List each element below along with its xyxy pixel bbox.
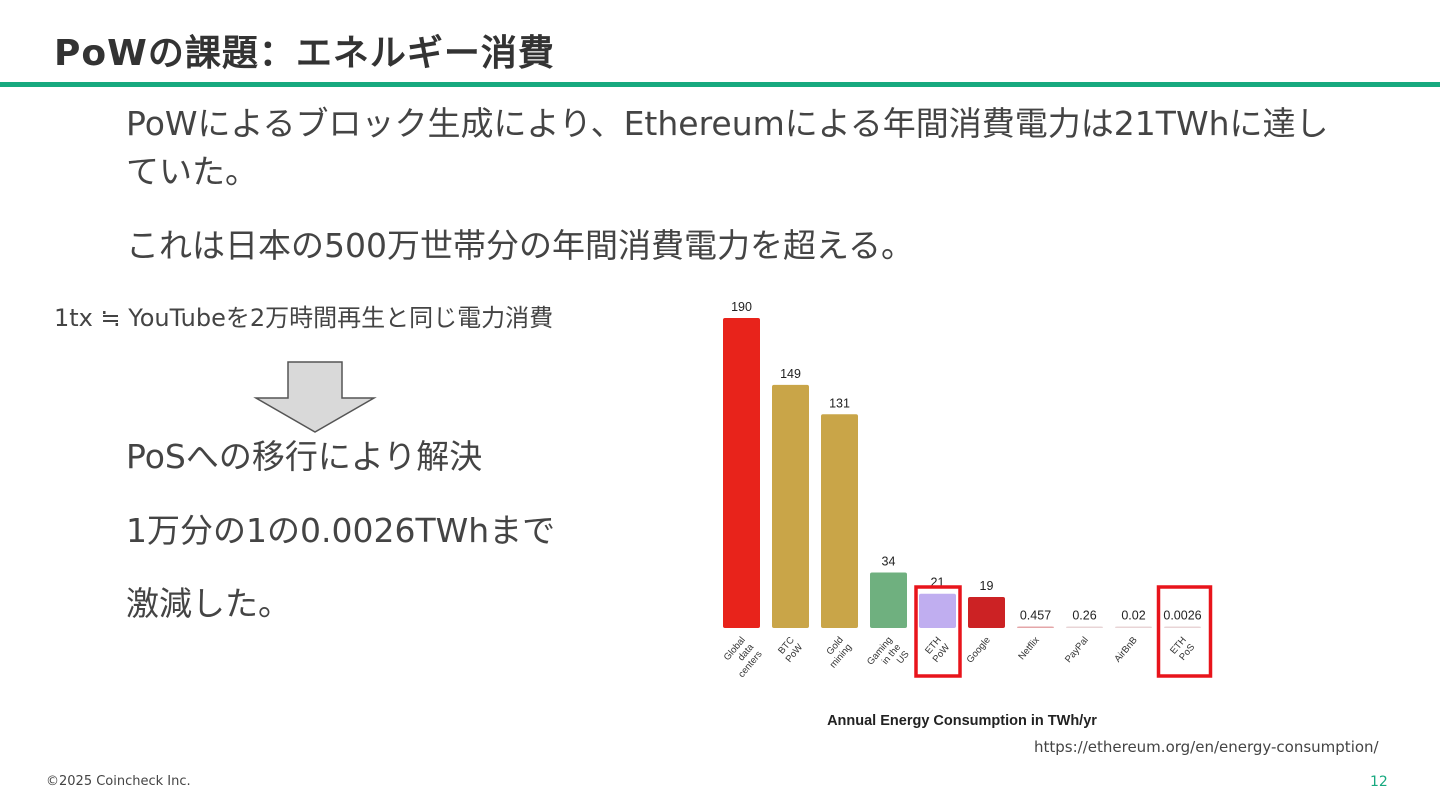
bar-9: [1164, 626, 1201, 628]
value-label-6: 0.457: [1020, 609, 1051, 623]
value-label-1: 149: [780, 367, 801, 381]
paragraph-pow-energy: PoWによるブロック生成により、Ethereumによる年間消費電力は21TWhに…: [126, 104, 1329, 191]
tick-label-7: PayPal: [1063, 635, 1091, 665]
bar-5: [968, 597, 1005, 628]
slide-title: PoWの課題：エネルギー消費: [54, 33, 555, 74]
value-label-2: 131: [829, 396, 850, 410]
highlight-box-4: [914, 585, 962, 678]
tick-label-6: Netflix: [1016, 635, 1042, 662]
bar-1: [772, 384, 809, 628]
value-label-0: 190: [731, 300, 752, 314]
tick-label-8: AirBnB: [1112, 635, 1139, 665]
result-pos-transition: PoSへの移行により解決: [126, 437, 483, 476]
bar-6: [1017, 626, 1054, 628]
tick-label-line: PayPal: [1063, 635, 1091, 665]
copyright: ©2025 Coincheck Inc.: [46, 774, 191, 789]
value-label-3: 34: [882, 555, 896, 569]
value-label-7: 0.26: [1072, 609, 1096, 623]
transaction-equivalence: 1tx ≒ YouTubeを2万時間再生と同じ電力消費: [54, 304, 554, 332]
bar-0: [723, 318, 760, 628]
page-number: 12: [1370, 774, 1388, 790]
value-label-5: 19: [980, 579, 994, 593]
source-url[interactable]: https://ethereum.org/en/energy-consumpti…: [1034, 738, 1379, 756]
bar-2: [821, 414, 858, 628]
bar-7: [1066, 626, 1103, 628]
result-conclusion: 激減した。: [126, 584, 291, 623]
value-label-8: 0.02: [1121, 609, 1145, 623]
paragraph-household-comparison: これは日本の500万世帯分の年間消費電力を超える。: [126, 226, 914, 265]
x-axis-label: Annual Energy Consumption in TWh/yr: [827, 713, 1097, 729]
highlight-box-9: [1156, 585, 1213, 678]
tick-label-line: Netflix: [1016, 635, 1042, 662]
title-divider: [0, 82, 1440, 87]
down-arrow-icon: [253, 361, 377, 433]
tick-label-line: AirBnB: [1112, 635, 1139, 665]
tick-label-5: Google: [965, 635, 993, 666]
tick-label-line: Google: [965, 635, 993, 666]
result-reduction: 1万分の1の0.0026TWhまで: [126, 511, 556, 550]
bar-8: [1115, 626, 1152, 628]
bar-3: [870, 572, 907, 628]
bar-4: [919, 593, 956, 628]
value-label-9: 0.0026: [1163, 609, 1201, 623]
